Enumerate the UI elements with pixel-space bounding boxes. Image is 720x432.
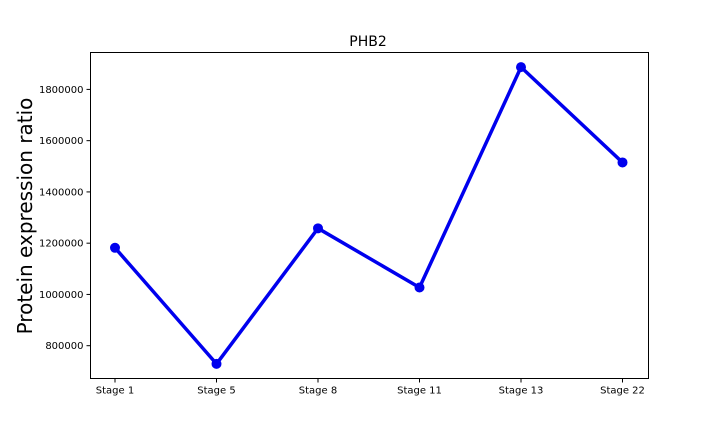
x-tick-label: Stage 13 <box>499 386 544 397</box>
data-point <box>617 157 628 168</box>
data-point <box>211 358 222 369</box>
data-point <box>313 223 323 234</box>
y-tick-label: 800000 <box>45 341 83 352</box>
y-tick-label: 1000000 <box>39 290 84 301</box>
data-point <box>110 242 120 253</box>
y-axis-ticks: 800000 1000000 1200000 1400000 1600000 180000… <box>39 85 91 352</box>
y-tick-label: 1800000 <box>39 85 84 96</box>
x-tick-label: Stage 1 <box>96 386 134 397</box>
x-axis-ticks: Stage 1 Stage 5 Stage 8 Stage 11 Stage 13 Sta… <box>96 378 645 397</box>
data-point <box>414 282 425 293</box>
data-point <box>516 62 526 73</box>
chart-title: PHB2 <box>349 34 386 50</box>
plot-area-frame <box>90 52 649 379</box>
y-tick-label: 1600000 <box>39 136 84 147</box>
x-tick-label: Stage 11 <box>397 386 442 397</box>
x-tick-label: Stage 22 <box>600 386 645 397</box>
x-tick-label: Stage 5 <box>197 386 235 397</box>
series-layer <box>110 62 628 369</box>
series-line <box>113 65 624 366</box>
y-tick-label: 1200000 <box>39 239 84 250</box>
y-tick-label: 1400000 <box>39 187 84 198</box>
y-axis-label: Protein expression ratio <box>13 98 37 335</box>
x-tick-label: Stage 8 <box>299 386 337 397</box>
